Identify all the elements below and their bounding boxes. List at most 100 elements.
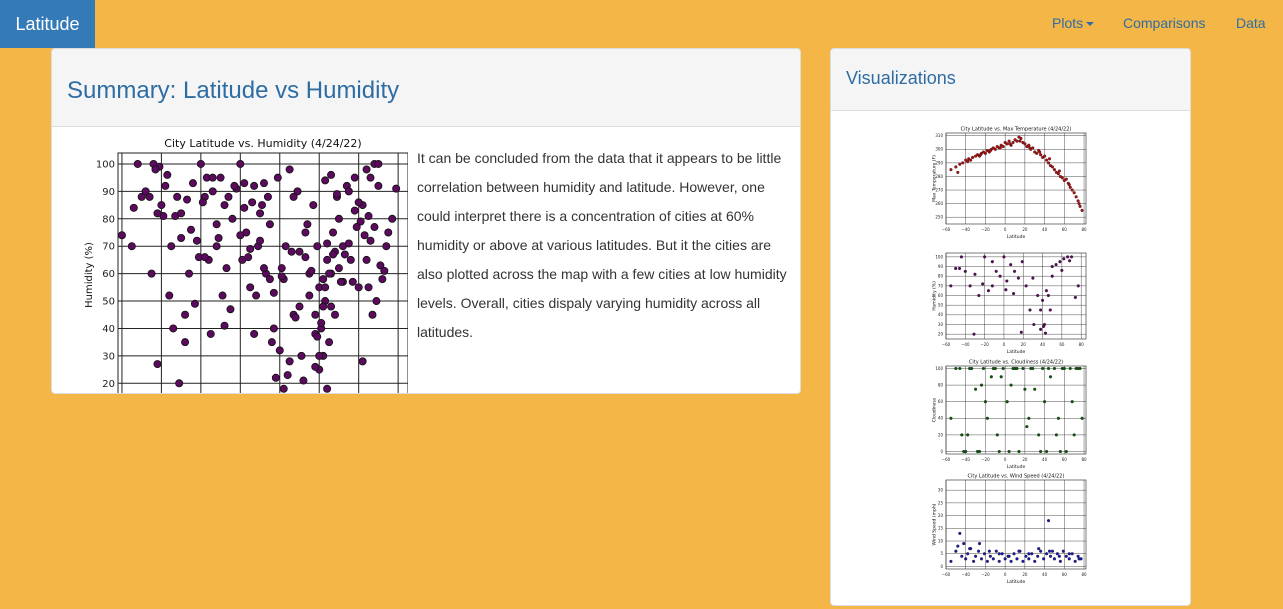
data-point xyxy=(362,255,371,264)
data-point xyxy=(1037,433,1041,437)
data-point xyxy=(956,544,960,548)
data-point xyxy=(1008,142,1012,146)
data-point xyxy=(960,433,964,437)
data-point xyxy=(240,179,249,188)
data-point xyxy=(997,552,1001,556)
data-point xyxy=(954,266,958,271)
y-tick-label: 270 xyxy=(935,187,943,192)
data-point xyxy=(145,192,154,201)
nav-plots-dropdown[interactable]: Plots xyxy=(1052,15,1095,31)
y-tick-label: 15 xyxy=(938,526,944,531)
x-tick-label: 40 xyxy=(1042,457,1048,462)
x-tick-label: 20 xyxy=(1022,572,1028,577)
x-tick-label: 20 xyxy=(1022,457,1028,462)
summary-panel: Summary: Latitude vs Humidity −60 −40 −20 0… xyxy=(51,48,801,394)
data-point xyxy=(1080,416,1084,420)
y-tick-label: 90 xyxy=(102,187,115,198)
data-point xyxy=(1067,552,1071,556)
data-point xyxy=(1023,142,1027,146)
data-point xyxy=(987,549,991,553)
data-point xyxy=(1047,549,1052,553)
data-point xyxy=(995,433,999,437)
data-point xyxy=(301,228,310,237)
data-point xyxy=(321,176,330,185)
data-point xyxy=(301,253,310,262)
data-point xyxy=(1033,387,1037,391)
data-point xyxy=(959,255,963,259)
nav-comparisons[interactable]: Comparisons xyxy=(1123,15,1206,31)
data-point xyxy=(364,283,373,292)
data-point xyxy=(382,242,391,251)
data-point xyxy=(1058,559,1062,563)
data-point xyxy=(279,384,288,393)
data-point xyxy=(133,159,142,168)
data-point xyxy=(966,552,970,556)
visualizations-heading: Visualizations xyxy=(831,49,1190,111)
data-point xyxy=(997,559,1001,563)
data-point xyxy=(392,184,401,193)
data-point xyxy=(364,212,373,221)
data-point xyxy=(137,192,146,201)
data-point xyxy=(1031,366,1035,371)
data-point xyxy=(1039,449,1043,454)
nav-plots-label: Plots xyxy=(1052,15,1084,31)
data-point xyxy=(1009,383,1013,387)
data-point xyxy=(1080,208,1084,212)
data-point xyxy=(332,190,341,199)
data-point xyxy=(983,151,987,155)
data-point xyxy=(1078,366,1082,371)
data-point xyxy=(323,239,332,248)
temperature-thumbnail[interactable]: −60 −40 −20 0 20 40 60 80 250 260 270 280 290 300 310 C… xyxy=(926,125,1094,239)
data-point xyxy=(275,346,284,355)
data-point xyxy=(1039,153,1043,157)
humidity-thumbnail[interactable]: −60 −40 −20 0 20 40 60 80 20 30 40 50 60 70 80 90 100 Lat… xyxy=(926,249,1094,353)
y-tick-label: 70 xyxy=(938,283,944,288)
data-point xyxy=(973,272,977,276)
navbar-brand[interactable]: Latitude xyxy=(0,0,95,48)
data-point xyxy=(1044,289,1048,293)
data-point xyxy=(954,165,958,169)
x-tick-label: 40 xyxy=(1042,572,1048,577)
cloudiness-thumbnail[interactable]: −60 −40 −20 0 20 40 60 80 0 20 40 60 80 100 City Latit… xyxy=(926,356,1094,470)
y-tick-label: 300 xyxy=(935,147,943,152)
data-point xyxy=(127,242,136,251)
data-point xyxy=(283,371,292,380)
data-point xyxy=(305,291,314,300)
data-point xyxy=(157,201,166,210)
wind-speed-thumbnail[interactable]: −60 −40 −20 0 20 40 60 80 0 5 10 15 20 25 30 City Latit… xyxy=(926,472,1094,584)
data-point xyxy=(250,329,259,338)
data-point xyxy=(1003,557,1007,561)
data-point xyxy=(983,400,987,404)
y-tick-label: 20 xyxy=(938,513,944,518)
data-point xyxy=(208,173,217,182)
data-point xyxy=(1054,433,1058,437)
data-point xyxy=(966,433,970,437)
data-point xyxy=(1068,259,1072,263)
data-point xyxy=(169,324,178,333)
y-tick-label: 0 xyxy=(940,449,943,454)
x-tick-label: −20 xyxy=(981,227,990,232)
x-tick-label: −60 xyxy=(942,572,951,577)
data-point xyxy=(340,250,349,259)
x-tick-label: −40 xyxy=(961,227,970,232)
data-point xyxy=(949,168,953,172)
data-point xyxy=(949,284,953,288)
data-point xyxy=(1052,557,1057,561)
data-point xyxy=(181,310,190,319)
data-point xyxy=(230,181,239,190)
x-tick-label: 0 xyxy=(1004,227,1007,232)
data-point xyxy=(378,275,387,284)
x-tick-label: 0 xyxy=(1004,457,1007,462)
data-point xyxy=(295,247,304,256)
y-tick-label: 100 xyxy=(96,159,115,170)
x-tick-label: 60 xyxy=(1062,457,1068,462)
nav-data[interactable]: Data xyxy=(1236,15,1266,31)
data-point xyxy=(285,165,294,174)
data-point xyxy=(1070,552,1074,556)
data-point xyxy=(1060,176,1064,180)
data-point xyxy=(309,201,318,210)
data-point xyxy=(956,170,960,174)
data-point xyxy=(281,242,290,251)
plot-frame xyxy=(945,132,1087,225)
data-point xyxy=(236,231,245,240)
